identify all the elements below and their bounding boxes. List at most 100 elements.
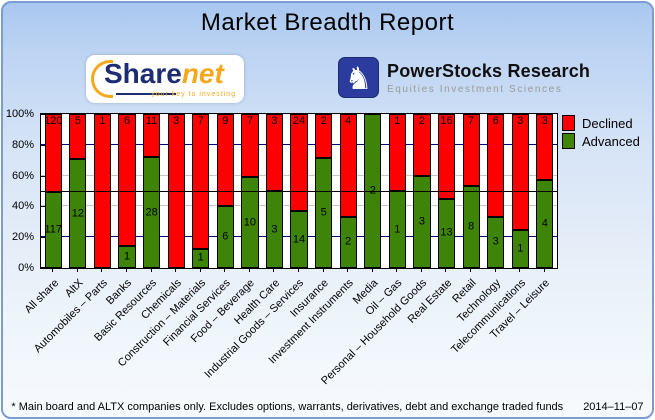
fifty-percent-reference-line xyxy=(41,191,557,192)
advanced-value-label: 117 xyxy=(44,223,63,236)
footer-date: 2014–11–07 xyxy=(583,401,644,413)
segment-declined xyxy=(265,114,284,191)
chart-plot-area: 1201175121611128371967103324142542211231… xyxy=(40,113,558,269)
sharenet-underline xyxy=(116,93,176,95)
advanced-value-label: 14 xyxy=(292,233,306,246)
segment-declined xyxy=(487,114,505,217)
declined-value-label: 2 xyxy=(320,115,327,127)
x-tick-mark xyxy=(175,268,177,272)
x-axis-labels: All share AltX Automobiles – Parts Banks Bas… xyxy=(22,268,556,395)
stacked-bar-industrial-goods-services: 24 14 xyxy=(290,114,308,268)
declined-value-label: 1 xyxy=(394,115,401,127)
segment-advanced xyxy=(192,248,210,268)
x-tick-mark xyxy=(199,268,201,272)
sharenet-tagline: your key to investing xyxy=(151,91,236,98)
advanced-value-label: 28 xyxy=(145,206,158,219)
legend-item-declined: Declined xyxy=(562,115,640,131)
knight-chess-icon: ♞ xyxy=(338,57,379,98)
legend-swatch-declined xyxy=(562,115,575,131)
y-tick-mark xyxy=(41,206,45,208)
bar-slot: 5 12 xyxy=(66,114,91,268)
declined-value-label: 6 xyxy=(492,115,499,127)
x-tick-mark xyxy=(273,268,275,272)
y-tick-label: 0% xyxy=(18,262,34,274)
advanced-value-label: 12 xyxy=(71,207,84,220)
segment-declined xyxy=(388,114,406,191)
declined-value-label: 6 xyxy=(123,115,131,127)
sharenet-logo: Sharenet your key to investing xyxy=(86,55,244,103)
legend-item-advanced: Advanced xyxy=(562,133,640,149)
sharenet-swoosh-icon xyxy=(91,60,113,98)
bars: 1201175121611128371967103324142542211231… xyxy=(41,114,557,268)
stacked-bar-basic-resources: 11 28 xyxy=(142,114,161,268)
segment-declined xyxy=(142,114,161,158)
x-tick-mark xyxy=(101,268,103,272)
declined-value-label: 11 xyxy=(145,115,158,127)
segment-declined xyxy=(290,114,308,212)
declined-value-label: 24 xyxy=(292,115,306,127)
advanced-value-label: 2 xyxy=(345,235,352,248)
x-tick-mark xyxy=(396,268,398,272)
x-tick-mark xyxy=(76,268,78,272)
x-tick-mark xyxy=(470,268,471,272)
advanced-value-label: 1 xyxy=(517,242,524,255)
legend-label: Advanced xyxy=(582,133,640,149)
declined-value-label: 16 xyxy=(440,115,453,127)
declined-value-label: 120 xyxy=(44,115,63,127)
powerstocks-logo: ♞ PowerStocks Research Equities Investme… xyxy=(338,57,590,98)
advanced-value-label: 2 xyxy=(360,185,385,197)
declined-value-label: 1 xyxy=(99,115,106,127)
y-tick-label: 60% xyxy=(11,169,34,182)
segment-declined xyxy=(69,114,87,160)
x-tick-mark xyxy=(494,268,496,272)
advanced-value-label: 3 xyxy=(271,223,278,235)
x-tick-mark xyxy=(224,268,226,272)
y-tick-mark xyxy=(41,114,45,115)
x-tick-mark xyxy=(445,268,447,272)
advanced-value-label: 5 xyxy=(320,206,327,219)
x-tick-mark xyxy=(150,268,152,272)
segment-advanced xyxy=(511,229,529,268)
y-tick-label: 80% xyxy=(11,138,34,151)
segment-advanced xyxy=(69,159,87,268)
bar-slot: 11 28 xyxy=(139,114,164,268)
y-tick-label: 40% xyxy=(11,200,34,213)
x-tick-mark xyxy=(52,268,54,272)
segment-declined xyxy=(192,114,210,249)
powerstocks-text: PowerStocks Research Equities Investment… xyxy=(387,57,590,95)
advanced-value-label: 1 xyxy=(197,251,204,264)
stacked-bar-altx: 5 12 xyxy=(69,114,87,268)
y-axis-labels: 100% 80% 60% 40% 20% 0% xyxy=(0,108,37,274)
y-tick-mark xyxy=(41,267,45,268)
advanced-value-label: 13 xyxy=(440,226,453,239)
y-tick-label: 20% xyxy=(11,231,34,244)
segment-advanced xyxy=(44,191,62,268)
sharenet-word-share: Share xyxy=(104,58,182,89)
segment-declined xyxy=(241,114,259,178)
segment-declined xyxy=(216,114,234,207)
x-tick-mark xyxy=(322,268,324,272)
bar-slot: 120 117 xyxy=(41,114,66,268)
bar-slot: 7 10 xyxy=(238,114,263,268)
x-tick-mark xyxy=(347,268,349,272)
segment-advanced xyxy=(437,198,456,268)
bar-slot: 24 14 xyxy=(287,114,312,268)
segment-advanced xyxy=(536,180,554,268)
chart-legend: Declined Advanced xyxy=(562,115,640,151)
segment-declined xyxy=(315,114,333,158)
stacked-bar-food-beverage: 7 10 xyxy=(241,114,259,268)
segment-declined xyxy=(511,114,529,230)
declined-value-label: 7 xyxy=(197,115,204,127)
